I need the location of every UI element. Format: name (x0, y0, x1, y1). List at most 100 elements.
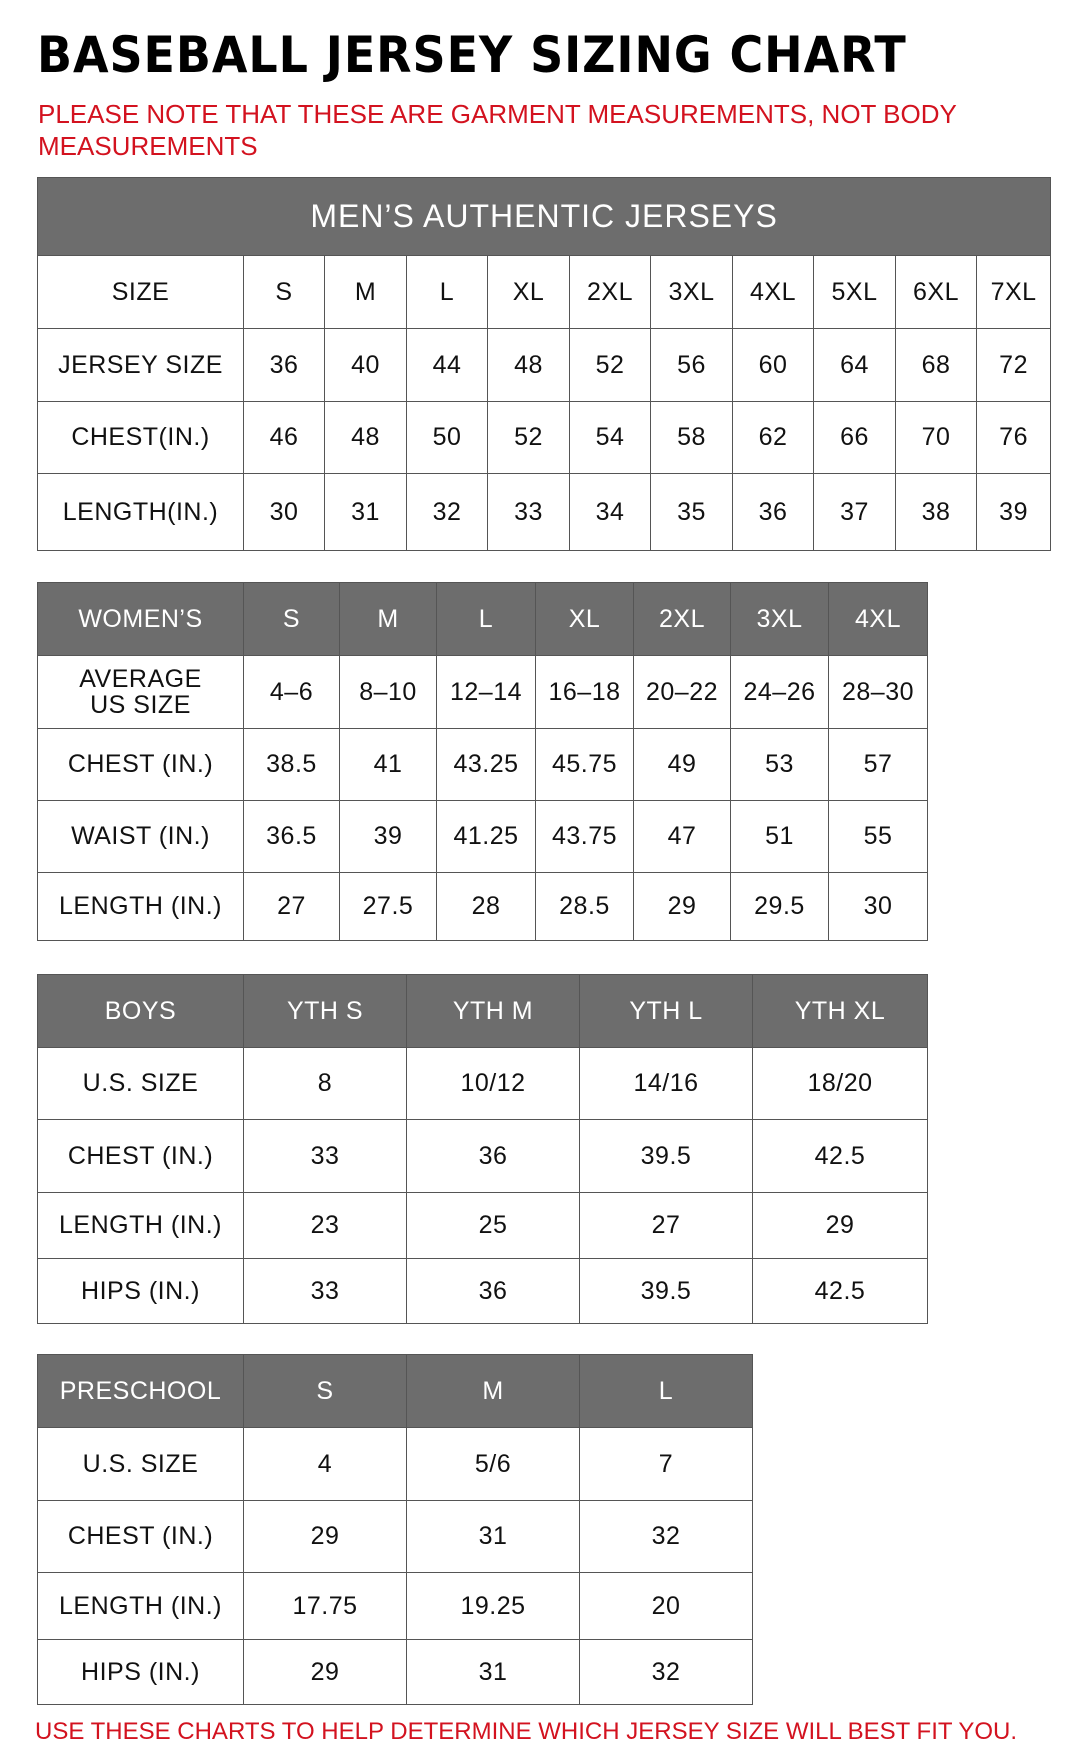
measurement-cell: 70 (895, 401, 977, 474)
measurement-cell: 14/16 (579, 1047, 753, 1120)
table-row: WAIST (IN.) 36.5 39 41.25 43.75 47 51 55 (37, 800, 928, 873)
measurement-cell: 29 (243, 1500, 407, 1573)
size-header: YTH L (579, 974, 753, 1048)
womens-table: WOMEN’S S M L XL 2XL 3XL 4XL AVERAGE US SIZE 4–6 8… (37, 582, 928, 941)
measurement-cell: 49 (633, 728, 731, 801)
measurement-cell: 23 (243, 1192, 407, 1259)
measurement-cell: 33 (243, 1258, 407, 1324)
row-label: WAIST (IN.) (37, 800, 244, 873)
header-row: WOMEN’S S M L XL 2XL 3XL 4XL (37, 582, 928, 656)
table-row: LENGTH (IN.) 23 25 27 29 (37, 1192, 928, 1259)
measurement-cell: 76 (975, 401, 1052, 474)
measurement-cell: 33 (243, 1119, 407, 1193)
measurement-cell: 27.5 (339, 872, 437, 941)
table-row: LENGTH (IN.) 17.75 19.25 20 (37, 1572, 753, 1640)
measurement-cell: 24–26 (730, 655, 829, 729)
boys-table: BOYS YTH S YTH M YTH L YTH XL U.S. SIZE 8 10/12… (37, 974, 928, 1324)
table-row: U.S. SIZE 4 5/6 7 (37, 1427, 753, 1501)
measurement-cell: 25 (406, 1192, 580, 1259)
size-header: 3XL (730, 582, 829, 656)
measurement-cell: 27 (579, 1192, 753, 1259)
measurement-cell: 10/12 (406, 1047, 580, 1120)
measurement-cell: 29.5 (730, 872, 829, 941)
measurement-cell: 16–18 (535, 655, 634, 729)
size-header: M (324, 255, 407, 329)
measurement-cell: 64 (813, 328, 896, 402)
measurement-cell: 20 (579, 1572, 753, 1640)
size-header: M (406, 1354, 580, 1428)
size-header: S (243, 582, 340, 656)
size-header: XL (535, 582, 634, 656)
row-label: CHEST (IN.) (37, 728, 244, 801)
size-header: 2XL (569, 255, 651, 329)
measurement-cell: 62 (732, 401, 814, 474)
measurement-cell: 47 (633, 800, 731, 873)
measurement-cell: 45.75 (535, 728, 634, 801)
measurement-cell: 8–10 (339, 655, 437, 729)
measurement-cell: 7 (579, 1427, 753, 1501)
size-header: XL (487, 255, 570, 329)
row-label: CHEST (IN.) (37, 1119, 244, 1193)
measurement-cell: 30 (243, 473, 325, 551)
size-header: 5XL (813, 255, 896, 329)
measurement-cell: 58 (650, 401, 733, 474)
header-row: PRESCHOOL S M L (37, 1354, 753, 1428)
measurement-cell: 8 (243, 1047, 407, 1120)
table-row: AVERAGE US SIZE 4–6 8–10 12–14 16–18 20–22 24–… (37, 655, 928, 729)
header-row: SIZE S M L XL 2XL 3XL 4XL 5XL 6XL 7XL (37, 255, 1052, 329)
measurement-cell: 18/20 (752, 1047, 928, 1120)
row-label: HIPS (IN.) (37, 1258, 244, 1324)
measurement-cell: 53 (730, 728, 829, 801)
size-header: 3XL (650, 255, 733, 329)
mens-authentic-table: MEN’S AUTHENTIC JERSEYS SIZE S M L XL 2XL 3XL 4X… (36, 177, 1052, 551)
size-header: L (436, 582, 536, 656)
table-row: HIPS (IN.) 33 36 39.5 42.5 (37, 1258, 928, 1324)
size-header: M (339, 582, 437, 656)
measurement-cell: 39.5 (579, 1258, 753, 1324)
row-label: CHEST (IN.) (37, 1500, 244, 1573)
measurement-cell: 5/6 (406, 1427, 580, 1501)
measurement-cell: 48 (487, 328, 570, 402)
measurement-cell: 28.5 (535, 872, 634, 941)
measurement-cell: 72 (975, 328, 1052, 402)
measurement-cell: 36 (406, 1119, 580, 1193)
size-header: YTH S (243, 974, 407, 1048)
table-row: JERSEY SIZE 36 40 44 48 52 56 60 64 68 72 (37, 328, 1052, 402)
measurement-cell: 17.75 (243, 1572, 407, 1640)
measurement-cell: 37 (813, 473, 896, 551)
measurement-cell: 27 (243, 872, 340, 941)
measurement-cell: 36 (732, 473, 814, 551)
size-header: S (243, 1354, 407, 1428)
measurement-cell: 36 (243, 328, 325, 402)
measurement-cell: 50 (406, 401, 488, 474)
measurement-cell: 28–30 (828, 655, 928, 729)
measurement-cell: 12–14 (436, 655, 536, 729)
measurement-cell: 38 (895, 473, 977, 551)
garment-measurement-note: PLEASE NOTE THAT THESE ARE GARMENT MEASU… (38, 99, 957, 161)
size-header: L (579, 1354, 753, 1428)
measurement-cell: 48 (324, 401, 407, 474)
measurement-cell: 35 (650, 473, 733, 551)
table-caption: MEN’S AUTHENTIC JERSEYS (36, 177, 1052, 256)
measurement-cell: 28 (436, 872, 536, 941)
row-label: LENGTH(IN.) (37, 473, 244, 551)
row-label: U.S. SIZE (37, 1047, 244, 1120)
row-label: LENGTH (IN.) (37, 1572, 244, 1640)
measurement-cell: 39.5 (579, 1119, 753, 1193)
measurement-cell: 36.5 (243, 800, 340, 873)
measurement-cell: 43.75 (535, 800, 634, 873)
header-row: BOYS YTH S YTH M YTH L YTH XL (37, 974, 928, 1048)
size-header: 6XL (895, 255, 977, 329)
measurement-cell: 41.25 (436, 800, 536, 873)
measurement-cell: 34 (569, 473, 651, 551)
measurement-cell: 29 (633, 872, 731, 941)
measurement-cell: 56 (650, 328, 733, 402)
row-label: LENGTH (IN.) (37, 872, 244, 941)
row-label: U.S. SIZE (37, 1427, 244, 1501)
footer-note: USE THESE CHARTS TO HELP DETERMINE WHICH… (35, 1718, 1018, 1745)
row-label-header: SIZE (37, 255, 244, 329)
row-label-header: PRESCHOOL (37, 1354, 244, 1428)
measurement-cell: 57 (828, 728, 928, 801)
measurement-cell: 36 (406, 1258, 580, 1324)
size-header: 2XL (633, 582, 731, 656)
